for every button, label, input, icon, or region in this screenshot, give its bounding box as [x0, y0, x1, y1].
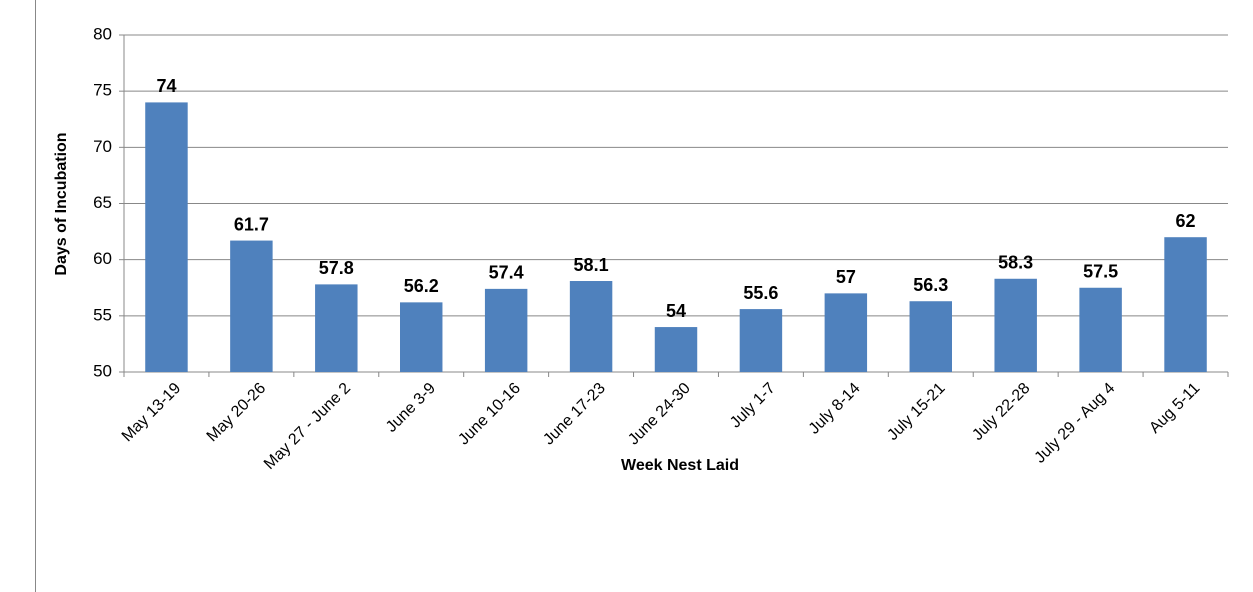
value-label: 55.6 [743, 283, 778, 303]
bar [909, 301, 952, 372]
y-tick-label: 55 [93, 305, 112, 324]
x-tick-label: May 20-26 [204, 380, 270, 446]
bar [824, 293, 868, 372]
bar [739, 309, 783, 372]
y-tick-label: 70 [93, 137, 112, 156]
bar [1164, 237, 1207, 372]
y-tick-label: 60 [93, 249, 112, 268]
value-label: 58.1 [574, 255, 609, 275]
x-tick-label: July 1-7 [727, 380, 779, 432]
value-label: 56.3 [913, 275, 948, 295]
value-label: 57 [836, 267, 856, 287]
x-tick-label: June 24-30 [625, 380, 694, 449]
value-label: 58.3 [998, 253, 1033, 273]
bar [994, 278, 1037, 372]
value-label: 62 [1176, 211, 1196, 231]
x-axis-label: Week Nest Laid [621, 457, 739, 474]
x-tick-label: July 8-14 [806, 380, 864, 438]
bar [145, 102, 188, 373]
bar [654, 327, 698, 372]
x-tick-label: June 3-9 [383, 380, 439, 436]
x-tick-label: May 13-19 [119, 380, 185, 446]
x-tick-label: July 29 - Aug 4 [1032, 380, 1119, 467]
x-tick-label: Aug 5-11 [1146, 380, 1203, 437]
value-label: 54 [666, 301, 686, 321]
value-label: 74 [156, 76, 176, 96]
value-label: 57.4 [489, 263, 524, 283]
y-tick-label: 50 [93, 361, 112, 380]
y-tick-label: 80 [93, 24, 112, 43]
x-tick-label: May 27 - June 2 [261, 380, 354, 473]
y-tick-label: 75 [93, 81, 112, 100]
value-label: 56.2 [404, 276, 439, 296]
bar [484, 288, 528, 372]
x-tick-label: July 15-21 [884, 380, 948, 444]
bar [1079, 287, 1122, 372]
x-tick-label: June 17-23 [540, 380, 609, 449]
value-label: 61.7 [234, 214, 269, 234]
x-tick-label: June 10-16 [455, 380, 524, 449]
y-tick-label: 65 [93, 193, 112, 212]
bar [230, 240, 273, 372]
value-label: 57.5 [1083, 262, 1118, 282]
bar [315, 284, 358, 372]
x-tick-label: July 22-28 [969, 380, 1033, 444]
bar [569, 281, 613, 372]
bar [400, 302, 443, 372]
y-axis-label: Days of Incubation [53, 132, 70, 275]
value-label: 57.8 [319, 258, 354, 278]
